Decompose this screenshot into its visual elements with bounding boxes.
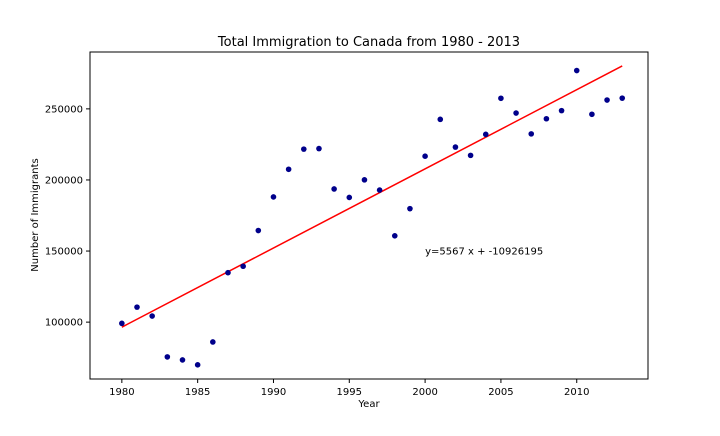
data-point [619,95,626,101]
data-point [240,263,246,270]
data-point [119,320,125,327]
regression-line-group [121,65,623,328]
x-tick-label: 2000 [412,387,437,398]
x-tick-label: 1985 [185,387,210,398]
data-point [467,152,474,159]
data-point [255,227,262,234]
data-point [437,116,444,123]
data-point [482,131,489,138]
chart-title: Total Immigration to Canada from 1980 - … [217,35,520,50]
x-tick-label: 1980 [109,387,134,398]
data-point [391,232,398,239]
y-tick-label: 100000 [45,318,83,329]
data-point [361,177,368,183]
y-tick-label: 250000 [45,104,83,115]
x-tick-label: 1995 [337,387,362,398]
data-point [300,146,307,152]
data-point [513,110,519,116]
data-point [604,97,610,103]
data-point [270,194,277,200]
data-point [331,186,337,192]
x-tick-label: 2005 [488,387,513,398]
data-point [528,131,535,137]
y-tick-label: 150000 [45,247,83,258]
data-point [164,354,171,360]
plot-area-frame [89,51,649,380]
data-point [134,304,140,310]
data-point [543,115,550,122]
regression-equation-annotation: y=5567 x + -10926195 [425,247,543,258]
data-point [407,205,413,212]
data-point [210,339,216,345]
y-tick-label: 200000 [45,175,83,186]
data-point [149,313,155,319]
data-point [573,67,580,74]
data-point [225,269,231,276]
data-point [452,144,459,150]
data-point [589,111,595,118]
data-point [376,187,383,193]
data-points [119,67,626,368]
axes: 1980 1985 1990 1995 2000 2005 2010 100000 150000… [45,104,590,398]
data-point [316,145,322,152]
x-tick-label: 1990 [261,387,286,398]
y-axis-label: Number of Immigrants [30,158,41,271]
data-point [422,153,428,159]
x-axis-label: Year [357,399,380,410]
data-point [179,357,186,363]
data-point [194,362,201,368]
data-point [346,194,353,201]
data-point [558,107,565,114]
regression-line [121,65,623,328]
data-point [285,166,292,173]
x-tick-label: 2010 [564,387,589,398]
data-point [498,95,504,102]
